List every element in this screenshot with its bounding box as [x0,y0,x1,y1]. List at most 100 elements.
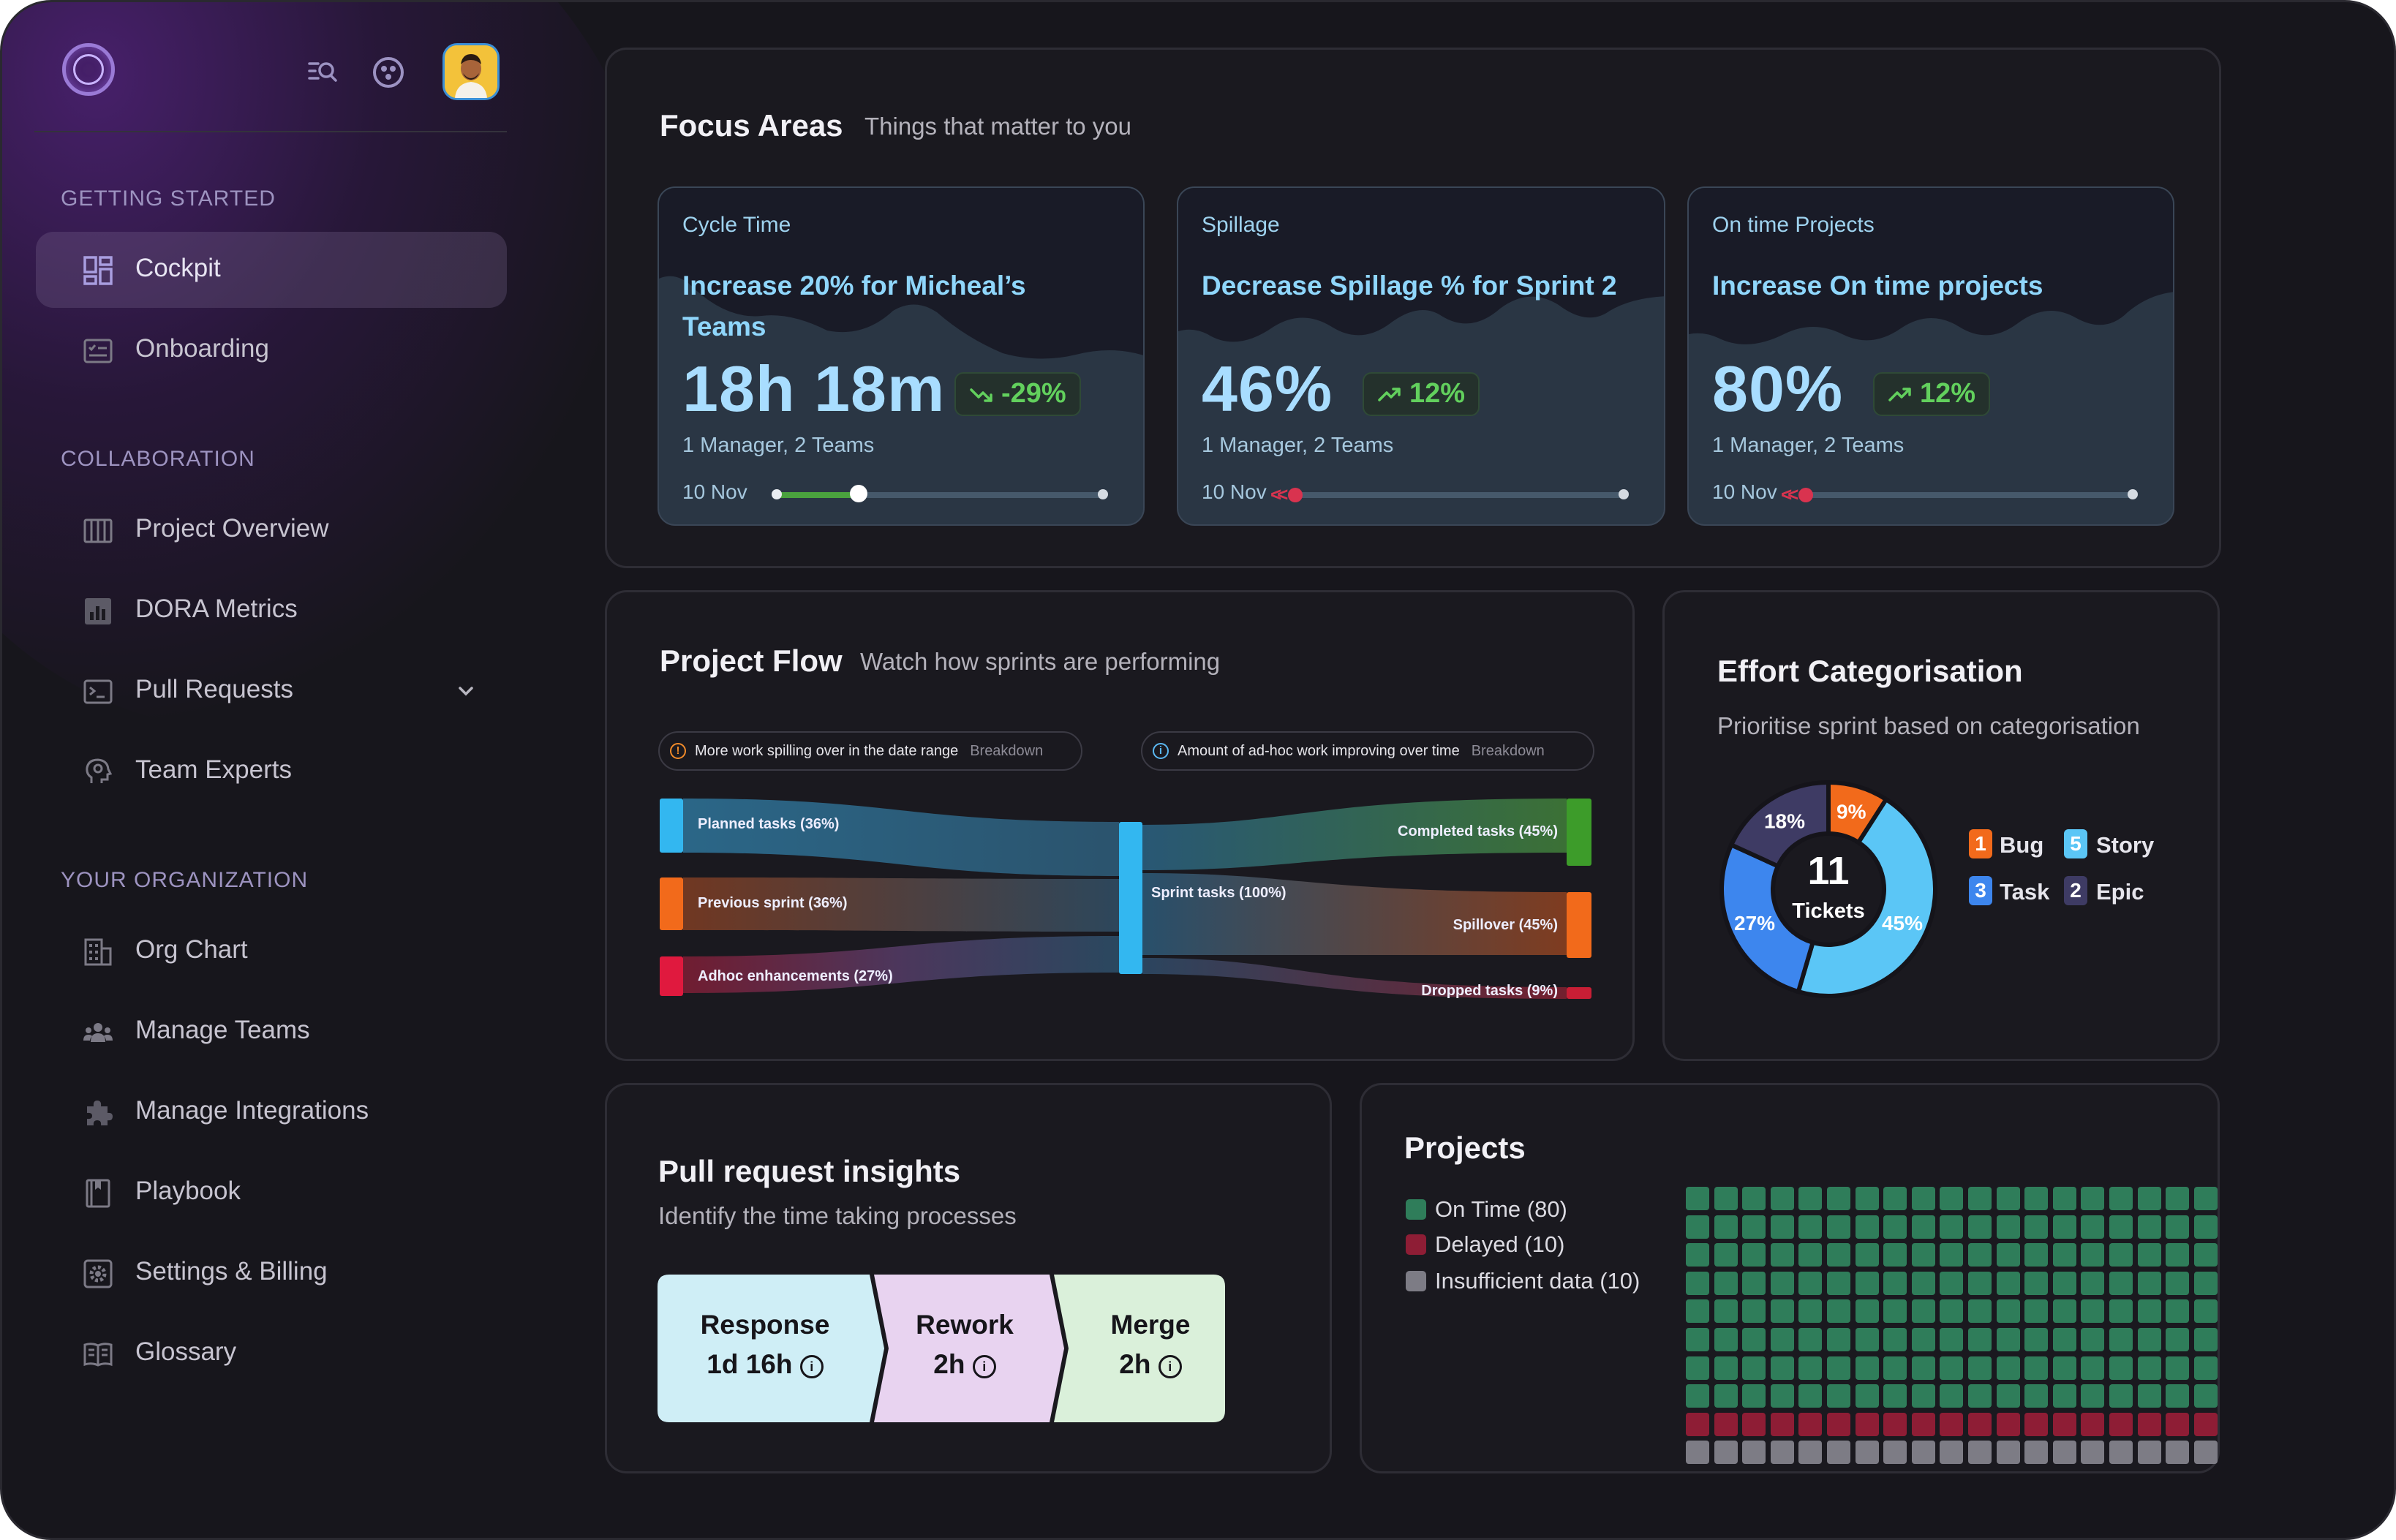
focus-card-on-time-projects[interactable]: On time Projects Increase On time projec… [1687,186,2174,526]
project-cell[interactable] [1883,1271,1907,1295]
project-cell[interactable] [1827,1441,1850,1465]
insight-pill-adhoc[interactable]: i Amount of ad-hoc work improving over t… [1141,731,1594,771]
project-cell[interactable] [1883,1384,1907,1408]
project-cell[interactable] [1855,1243,1879,1267]
project-cell[interactable] [2137,1384,2161,1408]
project-cell[interactable] [2081,1356,2105,1380]
project-cell[interactable] [2024,1441,2049,1465]
project-cell[interactable] [1798,1215,1823,1239]
project-cell[interactable] [2193,1356,2218,1380]
project-cell[interactable] [1686,1356,1709,1380]
project-cell[interactable] [1940,1328,1964,1351]
project-cell[interactable] [2193,1328,2218,1351]
project-cell[interactable] [1770,1187,1794,1210]
project-cell[interactable] [1714,1441,1738,1465]
project-cell[interactable] [1742,1243,1766,1267]
project-cell[interactable] [1968,1243,1992,1267]
project-cell[interactable] [2137,1356,2161,1380]
project-cell[interactable] [1940,1356,1964,1380]
project-cell[interactable] [2024,1412,2049,1436]
donut-slice-epic[interactable] [1728,780,1831,869]
project-cell[interactable] [1686,1271,1709,1295]
project-cell[interactable] [1827,1215,1850,1239]
project-cell[interactable] [1968,1187,1992,1210]
project-cell[interactable] [1883,1299,1907,1324]
breakdown-link[interactable]: Breakdown [970,743,1044,759]
project-cell[interactable] [1714,1243,1738,1267]
project-cell[interactable] [1968,1412,1992,1436]
stage-response[interactable] [658,1275,884,1422]
flow-node[interactable] [1567,799,1591,866]
project-cell[interactable] [1996,1384,2020,1408]
project-cell[interactable] [1855,1328,1879,1351]
project-cell[interactable] [1714,1412,1738,1436]
project-cell[interactable] [2137,1215,2161,1239]
breakdown-link[interactable]: Breakdown [1471,743,1545,759]
project-cell[interactable] [1798,1243,1823,1267]
focus-card-cycle-time[interactable]: Cycle Time Increase 20% for Micheal’s Te… [658,186,1145,526]
project-cell[interactable] [2024,1271,2049,1295]
project-cell[interactable] [1798,1328,1823,1351]
project-cell[interactable] [1770,1356,1794,1380]
project-cell[interactable] [1798,1384,1823,1408]
project-cell[interactable] [1770,1215,1794,1239]
project-cell[interactable] [1940,1384,1964,1408]
project-cell[interactable] [1827,1412,1850,1436]
project-cell[interactable] [1770,1243,1794,1267]
project-cell[interactable] [1770,1412,1794,1436]
project-cell[interactable] [1742,1384,1766,1408]
project-cell[interactable] [1968,1271,1992,1295]
sidebar-item-dora-metrics[interactable]: DORA Metrics [36,573,507,649]
project-cell[interactable] [1996,1243,2020,1267]
project-cell[interactable] [1855,1412,1879,1436]
project-cell[interactable] [1742,1441,1766,1465]
project-cell[interactable] [1827,1356,1850,1380]
project-cell[interactable] [2193,1271,2218,1295]
project-cell[interactable] [2109,1412,2133,1436]
project-cell[interactable] [1911,1215,1935,1239]
project-cell[interactable] [1883,1412,1907,1436]
project-cell[interactable] [2081,1412,2105,1436]
project-cell[interactable] [2052,1328,2076,1351]
project-cell[interactable] [2166,1356,2190,1380]
project-cell[interactable] [2193,1299,2218,1324]
project-cell[interactable] [1827,1243,1850,1267]
project-cell[interactable] [1714,1328,1738,1351]
sidebar-item-project-overview[interactable]: Project Overview [36,492,507,568]
project-cell[interactable] [1940,1271,1964,1295]
focus-card-spillage[interactable]: Spillage Decrease Spillage % for Sprint … [1177,186,1665,526]
project-cell[interactable] [1714,1299,1738,1324]
project-cell[interactable] [2024,1328,2049,1351]
project-cell[interactable] [1827,1187,1850,1210]
project-cell[interactable] [1968,1299,1992,1324]
project-cell[interactable] [1770,1384,1794,1408]
search-list-icon[interactable] [305,55,340,90]
project-cell[interactable] [1770,1328,1794,1351]
donut-slice-task[interactable] [1719,842,1816,994]
project-cell[interactable] [1996,1441,2020,1465]
project-cell[interactable] [1996,1356,2020,1380]
integrations-icon[interactable] [371,55,406,90]
project-cell[interactable] [2109,1187,2133,1210]
project-cell[interactable] [1798,1299,1823,1324]
sidebar-item-org-chart[interactable]: Org Chart [36,913,507,989]
project-cell[interactable] [2052,1187,2076,1210]
project-cell[interactable] [1911,1412,1935,1436]
project-cell[interactable] [2109,1384,2133,1408]
project-cell[interactable] [1742,1412,1766,1436]
project-cell[interactable] [2193,1384,2218,1408]
project-cell[interactable] [1855,1384,1879,1408]
project-cell[interactable] [1968,1215,1992,1239]
project-cell[interactable] [2081,1384,2105,1408]
project-cell[interactable] [1996,1328,2020,1351]
project-cell[interactable] [2137,1271,2161,1295]
project-cell[interactable] [1855,1215,1879,1239]
project-cell[interactable] [2166,1271,2190,1295]
project-cell[interactable] [2052,1441,2076,1465]
project-cell[interactable] [1968,1328,1992,1351]
project-cell[interactable] [1686,1299,1709,1324]
project-cell[interactable] [1911,1187,1935,1210]
project-cell[interactable] [1883,1187,1907,1210]
project-cell[interactable] [1855,1356,1879,1380]
project-cell[interactable] [1714,1356,1738,1380]
